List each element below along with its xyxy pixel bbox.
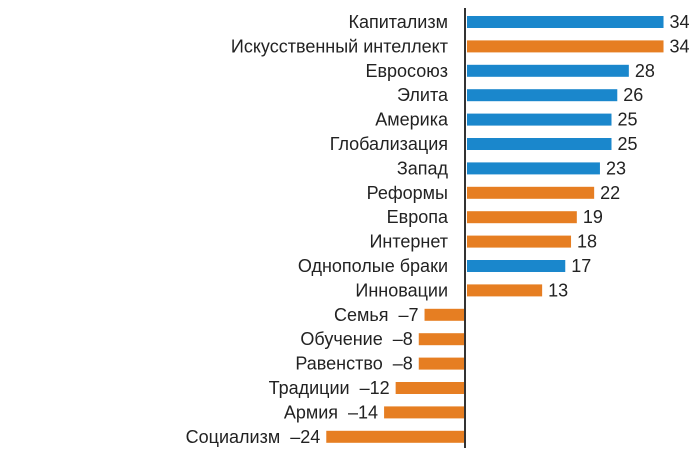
bar (418, 333, 465, 346)
value-label: 26 (623, 85, 643, 105)
category-label: Равенство (295, 354, 382, 374)
bar (467, 113, 612, 126)
category-label: Запад (397, 158, 449, 178)
category-label: Традиции (269, 378, 350, 398)
value-label: 18 (577, 232, 597, 252)
bar (326, 430, 465, 443)
category-label: Интернет (369, 232, 448, 252)
value-label: –14 (348, 402, 378, 422)
value-label: 25 (618, 134, 638, 154)
category-label: Семья (334, 305, 389, 325)
value-label: 23 (606, 158, 626, 178)
value-label: –12 (360, 378, 390, 398)
value-label: 34 (670, 12, 690, 32)
category-label: Евросоюз (365, 61, 448, 81)
bar (467, 162, 600, 175)
category-label: Социализм (186, 427, 281, 447)
bar (467, 40, 664, 53)
bar (467, 186, 595, 199)
value-label: 28 (635, 61, 655, 81)
value-label: 17 (571, 256, 591, 276)
category-label: Америка (375, 110, 449, 130)
bar (467, 260, 566, 272)
value-label: 34 (670, 36, 690, 56)
value-label: –8 (393, 329, 413, 349)
bar (467, 16, 664, 28)
bar (424, 308, 465, 321)
bar (467, 64, 629, 77)
category-label: Глобализация (330, 134, 448, 154)
value-label: 19 (583, 207, 603, 227)
value-label: –8 (393, 354, 413, 374)
bar (467, 89, 618, 102)
category-label: Европа (387, 207, 449, 227)
category-label: Капитализм (348, 12, 448, 32)
category-label: Армия (284, 402, 338, 422)
bar (467, 235, 572, 248)
value-label: –7 (399, 305, 419, 325)
value-label: 25 (618, 110, 638, 130)
value-label: –24 (290, 427, 320, 447)
bar (418, 357, 465, 370)
category-label: Инновации (355, 280, 448, 300)
category-label: Элита (397, 85, 449, 105)
bar (467, 138, 612, 150)
category-label: Реформы (367, 183, 448, 203)
bar (467, 211, 577, 224)
value-label: 13 (548, 280, 568, 300)
bar (395, 382, 465, 394)
category-label: Обучение (300, 329, 382, 349)
category-label: Искусственный интеллект (231, 36, 448, 56)
category-label: Однополые браки (298, 256, 448, 276)
value-label: 22 (600, 183, 620, 203)
bar (467, 284, 543, 297)
bar (384, 406, 465, 419)
